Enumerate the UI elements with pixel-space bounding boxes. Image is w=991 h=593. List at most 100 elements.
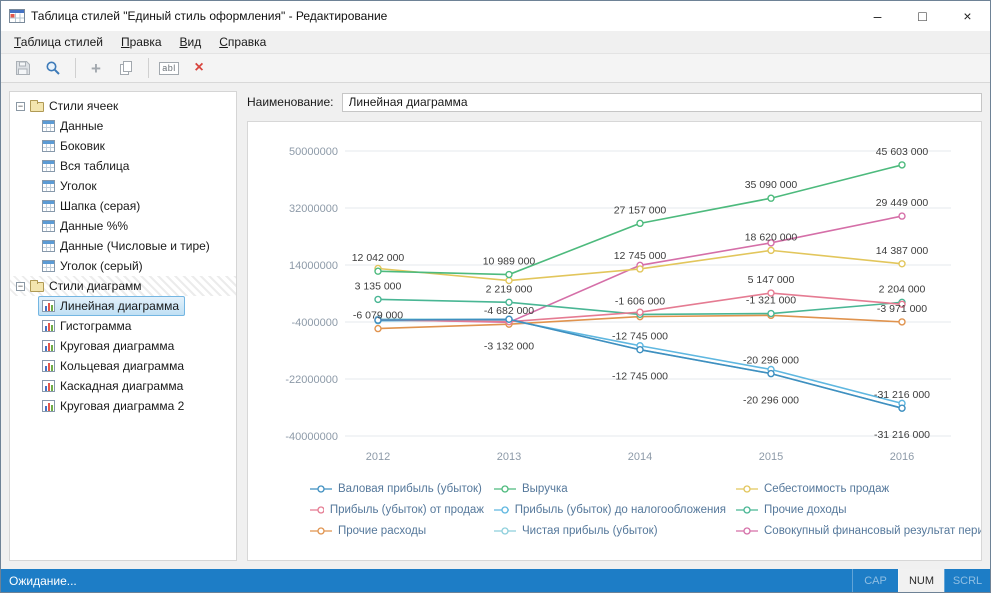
tree-item: Данные xyxy=(10,116,236,136)
chart-style-icon xyxy=(42,380,55,392)
copy-icon xyxy=(120,61,132,75)
cell-style-icon xyxy=(42,180,55,192)
tree-item-label: Шапка (серая) xyxy=(60,199,141,213)
save-button[interactable] xyxy=(9,55,37,81)
menu-bar: Таблица стилей Правка Вид Справка xyxy=(1,31,990,53)
data-label: 3 135 000 xyxy=(355,280,402,292)
collapse-icon[interactable]: − xyxy=(16,280,25,291)
legend-label: Совокупный финансовый результат периода xyxy=(764,525,982,537)
close-button[interactable]: × xyxy=(963,8,972,24)
data-label: 12 042 000 xyxy=(352,252,405,264)
tree-group-label: Стили ячеек xyxy=(49,99,119,113)
x-axis-tick: 2013 xyxy=(497,451,521,463)
legend-label: Себестоимость продаж xyxy=(764,483,890,495)
series-marker xyxy=(767,369,775,378)
tree-item-hit[interactable]: Уголок xyxy=(38,176,103,196)
tree-item-label: Уголок (серый) xyxy=(60,259,143,273)
tree-item: Кольцевая диаграмма xyxy=(10,356,236,376)
data-label: 14 387 000 xyxy=(876,245,929,257)
data-label: -20 296 000 xyxy=(743,355,799,367)
status-bar: Ожидание... CAP NUM SCRL xyxy=(1,569,990,592)
tree-item-hit[interactable]: Данные (Числовые и тире) xyxy=(38,236,216,256)
data-label: -6 079 000 xyxy=(353,310,403,322)
tree-item-hit[interactable]: Боковик xyxy=(38,136,111,156)
tree-item-hit[interactable]: Круговая диаграмма xyxy=(38,336,180,356)
tree-item-label: Боковик xyxy=(60,139,105,153)
tree-item-hit[interactable]: Кольцевая диаграмма xyxy=(38,356,190,376)
data-label: -20 296 000 xyxy=(743,395,799,407)
chart-style-icon xyxy=(42,320,55,332)
status-text: Ожидание... xyxy=(9,573,77,588)
series-marker xyxy=(374,295,382,304)
minimize-button[interactable]: – xyxy=(873,8,882,24)
name-label: Наименование: xyxy=(247,95,334,109)
data-label: -12 745 000 xyxy=(612,371,668,383)
tree-item-label: Круговая диаграмма xyxy=(60,339,175,353)
menu-edit[interactable]: Правка xyxy=(120,35,162,49)
chart-style-icon xyxy=(42,300,55,312)
tree-group-chart-styles[interactable]: − Стили диаграмм xyxy=(10,276,236,296)
tree-item-label: Кольцевая диаграмма xyxy=(60,359,185,373)
data-label: -31 216 000 xyxy=(874,429,930,441)
tree-item: Каскадная диаграмма xyxy=(10,376,236,396)
menu-view[interactable]: Вид xyxy=(179,35,202,49)
tree-item-hit[interactable]: Гистограмма xyxy=(38,316,137,336)
chart-style-icon xyxy=(42,400,55,412)
legend-marker xyxy=(310,485,332,493)
series-marker xyxy=(767,289,775,297)
series-marker xyxy=(898,161,906,169)
cell-style-icon xyxy=(42,240,55,252)
maximize-button[interactable]: □ xyxy=(918,8,927,24)
menu-style-table[interactable]: Таблица стилей xyxy=(14,35,103,49)
data-label: -4 682 000 xyxy=(484,305,534,317)
tree-item-hit[interactable]: Шапка (серая) xyxy=(38,196,146,216)
tree-item: Уголок (серый) xyxy=(10,256,236,276)
data-label: 10 989 000 xyxy=(483,256,536,268)
tree-item-hit[interactable]: Данные xyxy=(38,116,109,136)
data-label: -3 132 000 xyxy=(484,340,534,352)
copy-button[interactable] xyxy=(112,55,140,81)
toolbar: + abl × xyxy=(1,53,990,83)
tree-item-label: Уголок xyxy=(60,179,97,193)
cell-style-icon xyxy=(42,120,55,132)
tree-item: Шапка (серая) xyxy=(10,196,236,216)
tree-item: Линейная диаграмма xyxy=(10,296,236,316)
series-marker xyxy=(505,315,513,323)
tree-item: Круговая диаграмма 2 xyxy=(10,396,236,416)
series-marker xyxy=(636,265,644,273)
series-marker xyxy=(374,267,382,275)
x-axis-tick: 2015 xyxy=(759,451,783,463)
tree-item-hit[interactable]: Вся таблица xyxy=(38,156,135,176)
tree-item-hit[interactable]: Уголок (серый) xyxy=(38,256,149,276)
chart-preview: 50000000 32000000 14000000 -4000000 -2200000… xyxy=(247,121,982,561)
tree-group-cell-styles[interactable]: − Стили ячеек xyxy=(10,96,236,116)
legend-label: Выручка xyxy=(522,483,568,495)
cell-style-icon xyxy=(42,220,55,232)
data-label: 12 745 000 xyxy=(614,250,667,262)
search-icon xyxy=(46,61,60,75)
y-axis-tick: -40000000 xyxy=(285,431,338,443)
tree-item: Круговая диаграмма xyxy=(10,336,236,356)
rename-button[interactable]: abl xyxy=(155,55,183,81)
tree-item-hit[interactable]: Каскадная диаграмма xyxy=(38,376,189,396)
cell-style-icon xyxy=(42,140,55,152)
tree-item-hit[interactable]: Круговая диаграмма 2 xyxy=(38,396,190,416)
name-input[interactable] xyxy=(341,92,982,112)
tree-group-label: Стили диаграмм xyxy=(49,279,142,293)
collapse-icon[interactable]: − xyxy=(16,100,25,111)
search-button[interactable] xyxy=(39,55,67,81)
menu-help[interactable]: Справка xyxy=(219,35,267,49)
tree-item: Гистограмма xyxy=(10,316,236,336)
add-button[interactable]: + xyxy=(82,55,110,81)
app-icon xyxy=(9,9,25,23)
legend-marker xyxy=(494,527,516,535)
series-marker xyxy=(636,219,644,228)
series-marker xyxy=(505,270,513,279)
x-axis-tick: 2012 xyxy=(366,451,390,463)
delete-button[interactable]: × xyxy=(185,55,213,81)
tree-item: Уголок xyxy=(10,176,236,196)
legend-item: Выручка xyxy=(494,483,726,495)
tree-item-hit-selected[interactable]: Линейная диаграмма xyxy=(38,296,185,316)
tree-item-hit[interactable]: Данные %% xyxy=(38,216,134,236)
